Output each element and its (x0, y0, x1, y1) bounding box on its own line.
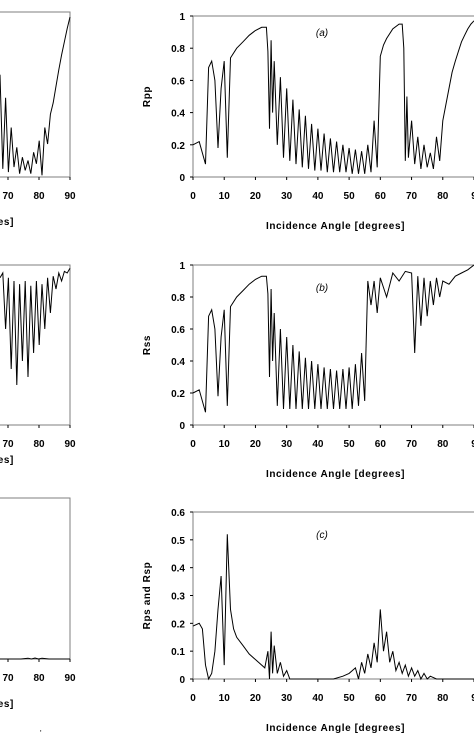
left-panel-2: 70 80 90 es] (0, 264, 76, 466)
x-tick-label: 80 (33, 439, 45, 450)
right-panels: 00.20.40.60.81010203040506070809Incidenc… (142, 12, 474, 734)
y-tick-label: 0.2 (171, 619, 185, 630)
x-tick-label: 70 (406, 693, 418, 704)
plot-frame (0, 11, 71, 178)
x-axis-label: Incidence Angle [degrees] (266, 723, 405, 734)
x-tick-label: 0 (190, 191, 196, 202)
y-axis-label: Rpp (142, 86, 153, 107)
plot-frame (0, 264, 71, 426)
y-tick-label: 0.8 (171, 44, 185, 55)
y-tick-label: 0 (179, 675, 185, 686)
series-line (0, 16, 71, 176)
x-tick-label: 70 (2, 673, 14, 684)
x-tick-label: 50 (344, 191, 356, 202)
y-tick-label: 0.4 (171, 109, 185, 120)
x-tick-label: 30 (281, 439, 293, 450)
y-tick-label: 1 (179, 12, 185, 23)
x-tick-label: 20 (250, 693, 262, 704)
x-tick-label: 60 (375, 439, 387, 450)
x-tick-label: 70 (406, 191, 418, 202)
y-axis-label: Rps and Rsp (142, 562, 153, 630)
y-tick-label: 1 (179, 261, 185, 272)
y-tick-label: 0 (179, 173, 185, 184)
x-tick-label: 30 (281, 693, 293, 704)
panel-a: 00.20.40.60.81010203040506070809Incidenc… (142, 12, 474, 232)
x-tick-label: 90 (64, 673, 76, 684)
y-tick-label: 0.2 (171, 141, 185, 152)
x-axis-label-fragment: es] (0, 699, 14, 710)
x-axis-label-fragment: ees] (0, 217, 14, 228)
x-axis-label: Incidence Angle [degrees] (266, 469, 405, 480)
y-tick-label: 0.3 (171, 592, 185, 603)
plot-frame (192, 264, 474, 426)
panel-tag: (c) (316, 530, 328, 541)
x-tick-label: 90 (64, 439, 76, 450)
y-tick-label: 0.1 (171, 647, 185, 658)
x-tick-label: 50 (344, 439, 356, 450)
x-tick-label: 9 (471, 439, 474, 450)
y-tick-label: 0.4 (171, 357, 185, 368)
x-tick-label: 70 (2, 439, 14, 450)
series-line (192, 264, 474, 413)
x-tick-label: 70 (406, 439, 418, 450)
x-tick-label: 80 (437, 191, 449, 202)
x-tick-label: 80 (33, 191, 45, 202)
panel-tag: (a) (316, 28, 328, 39)
x-tick-label: 40 (312, 191, 324, 202)
x-tick-label: 80 (33, 673, 45, 684)
x-tick-label: 80 (437, 693, 449, 704)
y-tick-label: 0.6 (171, 76, 185, 87)
series-line (0, 267, 71, 386)
x-axis-label-fragment: es] (0, 455, 14, 466)
y-tick-label: 0.4 (171, 564, 185, 575)
y-tick-label: 0.8 (171, 293, 185, 304)
series-line (0, 657, 70, 660)
x-tick-label: 30 (281, 191, 293, 202)
x-tick-label: 60 (375, 693, 387, 704)
x-tick-label: 50 (344, 693, 356, 704)
panel-c: 0 0.1 0.2 0.3 0.4 0.5 0.6 0 10 20 30 40 50 60 70 80 9 Inc… (142, 508, 474, 734)
x-tick-label: 80 (437, 439, 449, 450)
left-panel-1: 70 80 90 ees] (0, 11, 76, 228)
x-tick-label: 20 (250, 191, 262, 202)
x-tick-label: 20 (250, 439, 262, 450)
x-tick-label: 40 (312, 439, 324, 450)
footer-mark: ' (40, 729, 42, 737)
y-axis-label: Rss (142, 335, 153, 355)
y-tick-label: 0.5 (171, 536, 185, 547)
x-tick-label: 10 (219, 693, 231, 704)
x-tick-label: 9 (471, 191, 474, 202)
y-tick-label: 0.6 (171, 325, 185, 336)
x-tick-label: 10 (219, 439, 231, 450)
x-tick-label: 60 (375, 191, 387, 202)
x-tick-label: 0 (190, 439, 196, 450)
series-line (192, 20, 474, 174)
y-tick-label: 0.2 (171, 389, 185, 400)
series-line (192, 534, 474, 681)
left-panel-3: 70 80 90 es] (0, 497, 76, 710)
x-tick-label: 40 (312, 693, 324, 704)
plot-frame (192, 15, 474, 178)
panel-tag: (b) (316, 283, 328, 294)
x-tick-label: 9 (471, 693, 474, 704)
y-tick-label: 0 (179, 421, 185, 432)
plot-frame (192, 511, 474, 680)
x-tick-label: 70 (2, 191, 14, 202)
panel-b: 00.20.40.60.81010203040506070809Incidenc… (142, 261, 474, 480)
y-tick-label: 0.6 (171, 508, 185, 519)
x-tick-label: 10 (219, 191, 231, 202)
plot-frame (0, 497, 71, 660)
x-tick-label: 90 (64, 191, 76, 202)
x-axis-label: Incidence Angle [degrees] (266, 221, 405, 232)
x-tick-label: 0 (190, 693, 196, 704)
left-cropped-panels: 70 80 90 ees] 70 80 90 es] 70 80 90 es] (0, 11, 76, 710)
